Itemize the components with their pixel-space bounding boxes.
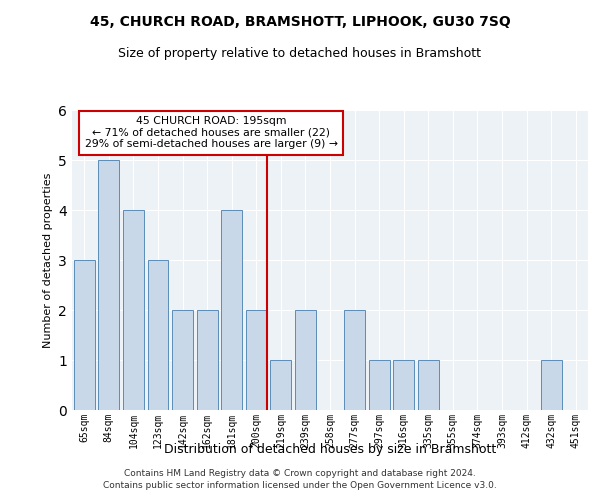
Bar bbox=[148, 260, 169, 410]
Text: Contains HM Land Registry data © Crown copyright and database right 2024.
Contai: Contains HM Land Registry data © Crown c… bbox=[103, 468, 497, 490]
Bar bbox=[172, 310, 193, 410]
Bar bbox=[295, 310, 316, 410]
Text: Distribution of detached houses by size in Bramshott: Distribution of detached houses by size … bbox=[164, 442, 496, 456]
Bar bbox=[74, 260, 95, 410]
Bar bbox=[393, 360, 414, 410]
Text: 45 CHURCH ROAD: 195sqm
← 71% of detached houses are smaller (22)
29% of semi-det: 45 CHURCH ROAD: 195sqm ← 71% of detached… bbox=[85, 116, 338, 149]
Bar bbox=[98, 160, 119, 410]
Bar bbox=[368, 360, 389, 410]
Y-axis label: Number of detached properties: Number of detached properties bbox=[43, 172, 53, 348]
Bar bbox=[541, 360, 562, 410]
Text: 45, CHURCH ROAD, BRAMSHOTT, LIPHOOK, GU30 7SQ: 45, CHURCH ROAD, BRAMSHOTT, LIPHOOK, GU3… bbox=[89, 15, 511, 29]
Bar bbox=[271, 360, 292, 410]
Bar bbox=[344, 310, 365, 410]
Bar bbox=[123, 210, 144, 410]
Bar bbox=[221, 210, 242, 410]
Bar bbox=[197, 310, 218, 410]
Bar bbox=[246, 310, 267, 410]
Bar bbox=[418, 360, 439, 410]
Text: Size of property relative to detached houses in Bramshott: Size of property relative to detached ho… bbox=[119, 48, 482, 60]
